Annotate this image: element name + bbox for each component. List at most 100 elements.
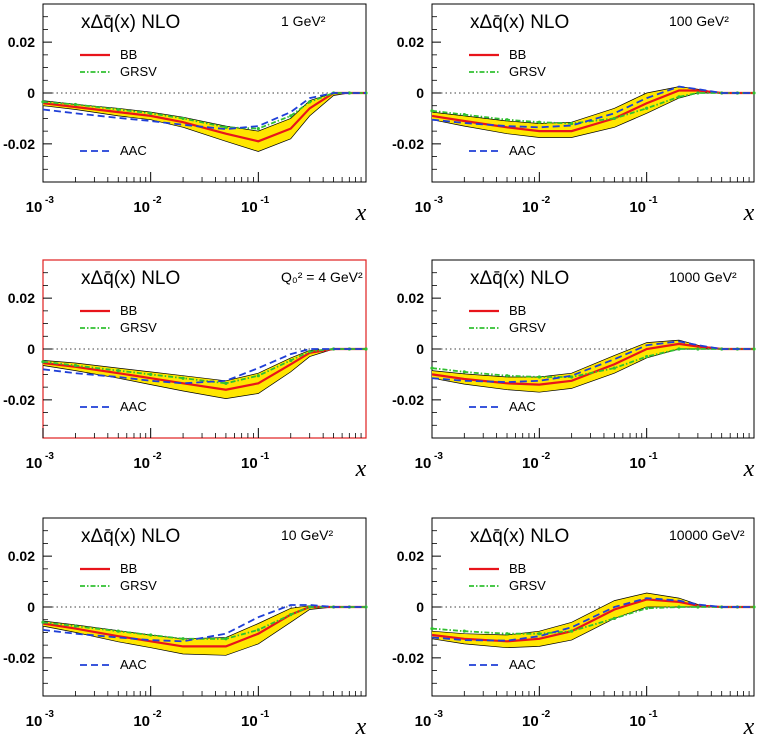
x-tick-exponent: -1 (260, 451, 269, 462)
grsv-point (41, 360, 45, 364)
y-tick-label: 0 (27, 341, 35, 357)
x-tick-label: 10 (241, 713, 258, 730)
legend-grsv-label: GRSV (509, 578, 546, 593)
grsv-point (308, 100, 312, 104)
q2-label: Q₀² = 4 GeV² (281, 269, 363, 285)
x-tick-label: 10 (415, 199, 432, 216)
grsv-point (73, 624, 78, 628)
x-axis-label: x (743, 714, 755, 735)
series-aac-line (42, 348, 366, 385)
grsv-point (308, 605, 312, 609)
legend-bb-label: BB (120, 561, 137, 576)
legend-grsv-label: GRSV (120, 64, 157, 79)
grsv-point (116, 629, 120, 633)
grsv-point (462, 113, 466, 117)
bb-error-band (432, 86, 754, 138)
x-tick-exponent: -3 (434, 195, 443, 206)
x-tick-label: 10 (415, 455, 432, 472)
legend-bb-label: BB (509, 561, 526, 576)
grsv-point (430, 366, 434, 370)
x-tick-exponent: -2 (541, 195, 550, 206)
legend-aac-label: AAC (509, 657, 536, 672)
grsv-point (289, 358, 293, 363)
grsv-point (41, 100, 45, 104)
x-tick-label: 10 (133, 455, 150, 472)
y-tick-label: 0 (416, 599, 424, 615)
x-tick-exponent: -3 (434, 451, 443, 462)
x-tick-exponent: -1 (649, 709, 658, 720)
x-tick-label: 10 (629, 199, 646, 216)
x-tick-exponent: -3 (434, 709, 443, 720)
grsv-point (537, 120, 541, 124)
legend-grsv-label: GRSV (509, 64, 546, 79)
grsv-point (645, 606, 649, 610)
y-tick-label: 0.02 (8, 548, 35, 564)
bb-error-band (43, 93, 366, 152)
grsv-point (752, 347, 756, 351)
legend-bb-label: BB (120, 303, 137, 318)
grsv-point (677, 95, 681, 99)
grsv-point (570, 375, 574, 379)
grsv-point (73, 102, 78, 107)
grsv-point (364, 347, 368, 351)
grsv-point (224, 381, 228, 385)
legend-aac-label: AAC (509, 143, 536, 158)
series-grsv-line (431, 348, 754, 378)
q2-label: 100 GeV² (669, 13, 729, 29)
grsv-point (181, 116, 185, 121)
y-tick-label: -0.02 (3, 392, 35, 408)
grsv-point (645, 355, 649, 359)
y-tick-label: 0.02 (397, 34, 424, 50)
grsv-point (149, 111, 153, 115)
panel-title: xΔq̄(x) NLO (470, 12, 569, 33)
grsv-point (289, 613, 293, 617)
y-tick-label: 0 (416, 85, 424, 101)
grsv-point (116, 107, 120, 112)
grsv-point (612, 116, 616, 121)
x-tick-exponent: -2 (153, 195, 162, 206)
panel-title: xΔq̄(x) NLO (81, 12, 180, 33)
grsv-point (256, 374, 260, 378)
series-aac-line (42, 92, 366, 131)
x-tick-label: 10 (241, 455, 258, 472)
panel-title: xΔq̄(x) NLO (470, 526, 569, 547)
series-grsv-line (42, 606, 366, 640)
panel-title: xΔq̄(x) NLO (81, 268, 180, 289)
x-tick-exponent: -1 (260, 709, 269, 720)
x-tick-label: 10 (133, 199, 150, 216)
y-tick-label: 0.02 (8, 34, 35, 50)
x-tick-exponent: -3 (45, 195, 54, 206)
x-axis-label: x (355, 456, 367, 482)
legend-bb-label: BB (509, 47, 526, 62)
legend-aac-label: AAC (120, 143, 147, 158)
x-tick-label: 10 (522, 455, 539, 472)
grsv-point (116, 369, 120, 373)
legend-aac-label: AAC (120, 657, 147, 672)
grsv-point (537, 632, 541, 636)
bb-band-lower-edge (42, 92, 366, 152)
grsv-point (224, 125, 228, 129)
x-axis-label: x (743, 200, 755, 226)
x-axis-label: x (355, 200, 367, 226)
x-axis-label: x (743, 456, 755, 482)
y-tick-label: -0.02 (3, 650, 35, 666)
grsv-point (645, 106, 649, 110)
grsv-point (430, 627, 434, 631)
x-tick-label: 10 (629, 713, 646, 730)
x-tick-exponent: -2 (541, 709, 550, 720)
grsv-point (224, 637, 228, 641)
grsv-point (505, 374, 509, 378)
x-tick-label: 10 (522, 713, 539, 730)
grsv-point (462, 370, 466, 374)
y-tick-label: 0.02 (397, 548, 424, 564)
q2-label: 1000 GeV² (669, 269, 737, 285)
grsv-point (181, 376, 185, 380)
x-tick-exponent: -2 (153, 709, 162, 720)
q2-label: 1 GeV² (281, 13, 326, 29)
series-aac-line (431, 85, 754, 129)
x-tick-label: 10 (522, 199, 539, 216)
